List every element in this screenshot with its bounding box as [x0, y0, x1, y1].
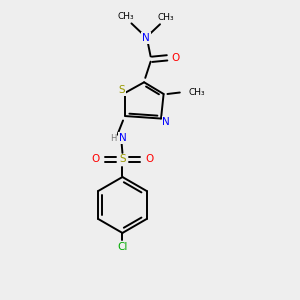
Text: CH₃: CH₃ [117, 12, 134, 21]
Text: CH₃: CH₃ [158, 13, 174, 22]
Text: N: N [142, 33, 150, 43]
Text: CH₃: CH₃ [189, 88, 205, 97]
Text: O: O [172, 53, 180, 63]
Text: S: S [119, 154, 126, 164]
Text: N: N [163, 116, 170, 127]
Text: O: O [146, 154, 154, 164]
Text: H: H [110, 134, 117, 142]
Text: Cl: Cl [117, 242, 128, 252]
Text: O: O [91, 154, 100, 164]
Text: N: N [118, 133, 126, 143]
Text: S: S [118, 85, 125, 95]
